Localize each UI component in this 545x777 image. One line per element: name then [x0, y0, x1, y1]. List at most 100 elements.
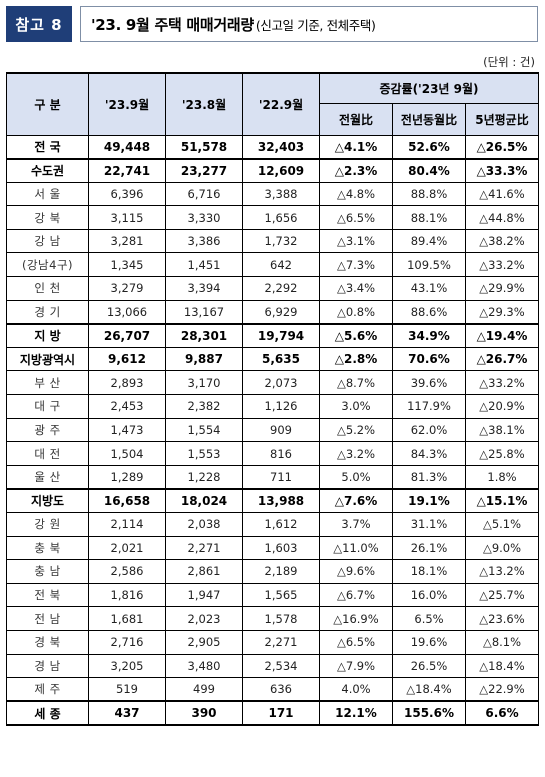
sep-2023-cell: 1,504 — [88, 441, 166, 466]
yoy-cell: 80.4% — [392, 158, 466, 183]
sep-2023-cell: 26,707 — [88, 323, 166, 348]
sep-2022-cell: 12,609 — [242, 158, 320, 183]
aug-2023-cell: 9,887 — [165, 346, 243, 372]
mom-cell: △3.2% — [319, 441, 393, 466]
table-row: 광 주 1,473 1,554 909 △5.2% 62.0% △38.1% — [6, 417, 539, 443]
aug-2023-cell: 13,167 — [165, 299, 243, 325]
five-year-cell: △5.1% — [465, 512, 539, 537]
sep-2022-cell: 711 — [242, 464, 320, 490]
table-row: 대 구 2,453 2,382 1,126 3.0% 117.9% △20.9% — [6, 394, 539, 419]
transaction-table: 구 분 '23.9월 '23.8월 '22.9월 증감률('23년 9월) 전월… — [6, 72, 539, 726]
region-cell: 대 전 — [6, 441, 89, 466]
table-row: 경 남 3,205 3,480 2,534 △7.9% 26.5% △18.4% — [6, 653, 539, 679]
yoy-cell: 117.9% — [392, 394, 466, 419]
five-year-cell: △15.1% — [465, 488, 539, 513]
page-subtitle: (신고일 기준, 전체주택) — [255, 17, 376, 33]
sep-2022-cell: 1,565 — [242, 582, 320, 608]
aug-2023-cell: 28,301 — [165, 323, 243, 348]
region-cell: 경 북 — [6, 629, 89, 655]
region-cell: 지방도 — [6, 488, 89, 513]
mom-cell: △8.7% — [319, 370, 393, 396]
sep-2022-cell: 2,189 — [242, 559, 320, 584]
table-row: 인 천 3,279 3,394 2,292 △3.4% 43.1% △29.9% — [6, 276, 539, 301]
mom-cell: △7.3% — [319, 252, 393, 278]
five-year-cell: △38.2% — [465, 228, 539, 254]
yoy-cell: 84.3% — [392, 441, 466, 466]
yoy-cell: 43.1% — [392, 276, 466, 301]
region-cell: 대 구 — [6, 394, 89, 419]
sep-2023-cell: 1,681 — [88, 606, 166, 631]
table-row: 전 남 1,681 2,023 1,578 △16.9% 6.5% △23.6% — [6, 606, 539, 631]
five-year-cell: △8.1% — [465, 629, 539, 655]
aug-2023-cell: 2,905 — [165, 629, 243, 655]
five-year-cell: △18.4% — [465, 653, 539, 679]
yoy-cell: 81.3% — [392, 464, 466, 490]
sep-2023-cell: 2,453 — [88, 394, 166, 419]
mom-cell: △4.8% — [319, 181, 393, 207]
aug-2023-cell: 3,480 — [165, 653, 243, 679]
region-cell: 충 북 — [6, 535, 89, 561]
table-row: 충 북 2,021 2,271 1,603 △11.0% 26.1% △9.0% — [6, 535, 539, 561]
yoy-cell: 26.5% — [392, 653, 466, 679]
sep-2023-cell: 3,205 — [88, 653, 166, 679]
region-cell: 부 산 — [6, 370, 89, 396]
table-row: 제 주 519 499 636 4.0% △18.4% △22.9% — [6, 677, 539, 703]
mom-cell: 4.0% — [319, 677, 393, 703]
header-sep-2022: '22.9월 — [242, 72, 320, 136]
yoy-cell: 31.1% — [392, 512, 466, 537]
sep-2022-cell: 6,929 — [242, 299, 320, 325]
sep-2023-cell: 16,658 — [88, 488, 166, 513]
region-cell: 경 남 — [6, 653, 89, 679]
five-year-cell: △19.4% — [465, 323, 539, 348]
sep-2023-cell: 3,279 — [88, 276, 166, 301]
five-year-cell: △9.0% — [465, 535, 539, 561]
aug-2023-cell: 2,271 — [165, 535, 243, 561]
mom-cell: △11.0% — [319, 535, 393, 561]
region-cell: 충 남 — [6, 559, 89, 584]
mom-cell: △2.8% — [319, 346, 393, 372]
table-row: 세 종 437 390 171 12.1% 155.6% 6.6% — [6, 700, 539, 726]
region-cell: 세 종 — [6, 700, 89, 726]
region-cell: 인 천 — [6, 276, 89, 301]
table-row: 지방광역시 9,612 9,887 5,635 △2.8% 70.6% △26.7% — [6, 346, 539, 372]
table-row: 전 북 1,816 1,947 1,565 △6.7% 16.0% △25.7% — [6, 582, 539, 608]
five-year-cell: △29.9% — [465, 276, 539, 301]
five-year-cell: △22.9% — [465, 677, 539, 703]
aug-2023-cell: 2,023 — [165, 606, 243, 631]
five-year-cell: △41.6% — [465, 181, 539, 207]
five-year-cell: 1.8% — [465, 464, 539, 490]
aug-2023-cell: 2,861 — [165, 559, 243, 584]
region-cell: 경 기 — [6, 299, 89, 325]
yoy-cell: 6.5% — [392, 606, 466, 631]
table-row: 전 국 49,448 51,578 32,403 △4.1% 52.6% △26.5% — [6, 134, 539, 160]
mom-cell: △5.2% — [319, 417, 393, 443]
yoy-cell: △18.4% — [392, 677, 466, 703]
sep-2023-cell: 2,114 — [88, 512, 166, 537]
sep-2022-cell: 5,635 — [242, 346, 320, 372]
five-year-cell: △33.2% — [465, 370, 539, 396]
sep-2022-cell: 19,794 — [242, 323, 320, 348]
mom-cell: △2.3% — [319, 158, 393, 183]
five-year-cell: △33.3% — [465, 158, 539, 183]
sep-2022-cell: 1,732 — [242, 228, 320, 254]
table-row: (강남4구) 1,345 1,451 642 △7.3% 109.5% △33.2% — [6, 252, 539, 278]
aug-2023-cell: 3,170 — [165, 370, 243, 396]
yoy-cell: 70.6% — [392, 346, 466, 372]
table-row: 대 전 1,504 1,553 816 △3.2% 84.3% △25.8% — [6, 441, 539, 466]
header-change-rate: 증감률('23년 9월) — [319, 72, 539, 104]
mom-cell: △7.9% — [319, 653, 393, 679]
sep-2023-cell: 3,115 — [88, 205, 166, 230]
five-year-cell: △13.2% — [465, 559, 539, 584]
mom-cell: △5.6% — [319, 323, 393, 348]
mom-cell: 3.0% — [319, 394, 393, 419]
header-sep-2023: '23.9월 — [88, 72, 166, 136]
five-year-cell: △26.5% — [465, 134, 539, 160]
yoy-cell: 19.6% — [392, 629, 466, 655]
title-box: '23. 9월 주택 매매거래량 (신고일 기준, 전체주택) — [80, 6, 538, 42]
table-row: 울 산 1,289 1,228 711 5.0% 81.3% 1.8% — [6, 464, 539, 490]
sep-2023-cell: 2,586 — [88, 559, 166, 584]
region-cell: 제 주 — [6, 677, 89, 703]
region-cell: 지방광역시 — [6, 346, 89, 372]
mom-cell: △6.5% — [319, 205, 393, 230]
yoy-cell: 34.9% — [392, 323, 466, 348]
